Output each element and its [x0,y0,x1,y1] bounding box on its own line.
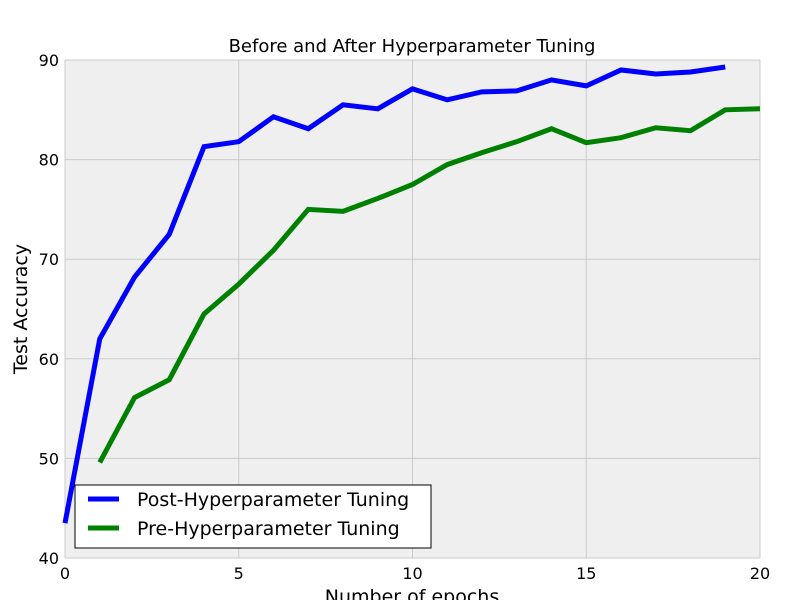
x-tick-label: 20 [750,564,770,583]
y-tick-label: 80 [39,151,59,170]
x-tick-label: 15 [576,564,596,583]
series-line-pre-tuning [97,106,761,464]
y-tick-label: 40 [39,549,59,568]
y-tick-label: 70 [39,250,59,269]
x-tick-label: 5 [234,564,244,583]
axis-ticks: 0 5 10 15 20 40 50 60 70 80 90 [39,51,771,583]
y-tick-label: 60 [39,350,59,369]
x-tick-label: 10 [402,564,422,583]
x-axis-label: Number of epochs [325,586,499,600]
x-tick-label: 0 [60,564,70,583]
chart-title: Before and After Hyperparameter Tuning [229,36,596,57]
series-line-post-tuning [62,64,726,524]
y-axis-label: Test Accuracy [10,244,32,375]
legend-label-pre: Pre-Hyperparameter Tuning [137,518,400,540]
legend: Post-Hyperparameter Tuning Pre-Hyperpara… [74,484,432,549]
series-layer [62,64,761,524]
legend-box [74,484,432,549]
y-tick-label: 50 [39,449,59,468]
legend-label-post: Post-Hyperparameter Tuning [137,489,409,511]
y-tick-label: 90 [39,51,59,70]
